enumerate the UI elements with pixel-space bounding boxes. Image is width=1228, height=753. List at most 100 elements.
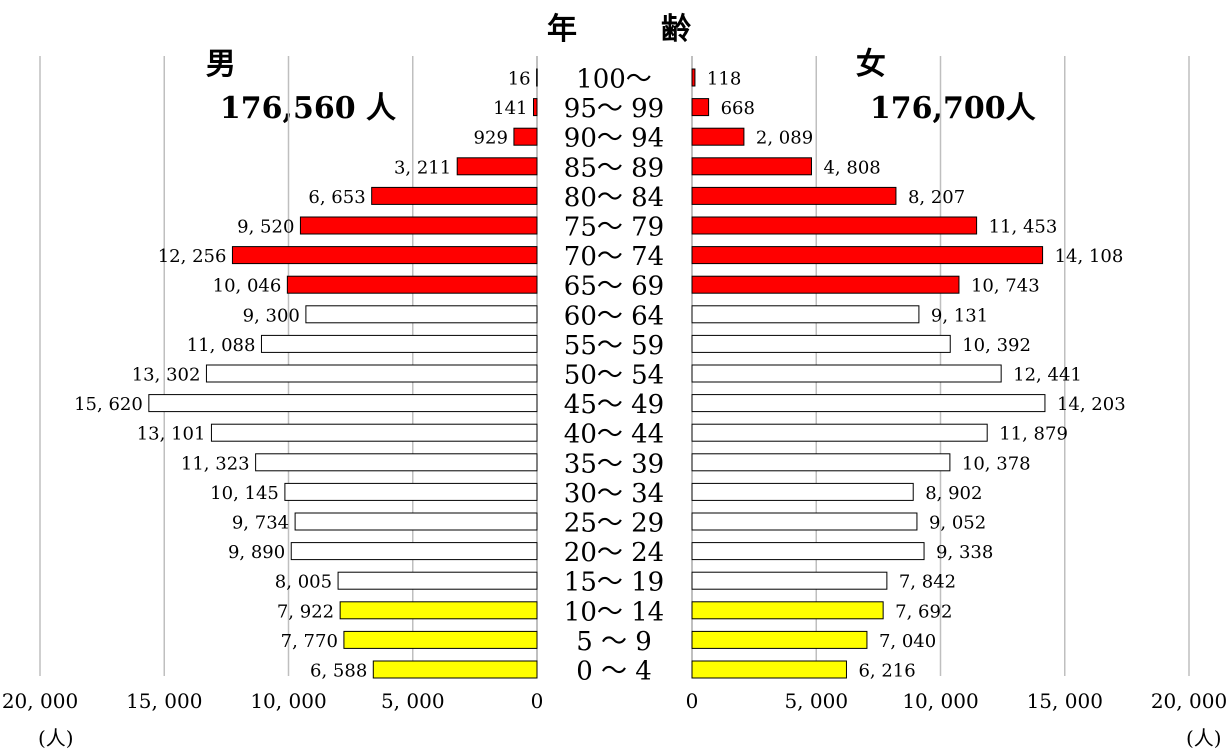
female-bar-14 <box>691 482 914 501</box>
unit-label-right: (人) <box>1186 726 1222 750</box>
male-bar-16 <box>290 542 538 561</box>
age-label-5: 75～ 79 <box>564 213 664 243</box>
female-value-label-17: 7, 842 <box>899 572 956 593</box>
female-bar-16 <box>691 542 925 561</box>
age-label-13: 35～ 39 <box>564 449 664 479</box>
male-value-label-10: 13, 302 <box>132 365 201 386</box>
male-value-label-8: 9, 300 <box>243 305 300 326</box>
age-label-10: 50～ 54 <box>564 361 664 391</box>
female-bar-18 <box>691 601 884 620</box>
male-label: 男 <box>205 47 236 82</box>
female-label: 女 <box>855 47 886 82</box>
age-label-4: 80～ 84 <box>564 183 664 213</box>
female-bar-20 <box>691 660 847 679</box>
male-value-label-11: 15, 620 <box>74 394 143 415</box>
age-label-9: 55～ 59 <box>564 331 664 361</box>
female-value-label-9: 10, 392 <box>962 335 1031 356</box>
x-tick-left-3: 15, 000 <box>126 689 202 713</box>
male-value-label-17: 8, 005 <box>275 572 332 593</box>
male-bar-19 <box>343 630 538 649</box>
male-value-label-3: 3, 211 <box>394 157 451 178</box>
male-total: 176,560 人 <box>219 91 397 126</box>
female-value-label-14: 8, 902 <box>925 483 982 504</box>
female-value-label-16: 9, 338 <box>936 542 993 563</box>
age-label-12: 40～ 44 <box>564 420 664 450</box>
female-bar-1 <box>691 98 710 117</box>
male-header: 男 176,560 人 <box>185 4 396 127</box>
female-value-label-7: 10, 743 <box>971 276 1040 297</box>
age-label-7: 65～ 69 <box>564 272 664 302</box>
male-value-label-13: 11, 323 <box>181 453 250 474</box>
male-value-label-12: 13, 101 <box>137 424 206 445</box>
female-bar-8 <box>691 305 920 324</box>
age-label-1: 95～ 99 <box>564 94 664 124</box>
x-tick-right-0: 0 <box>686 689 699 713</box>
male-bar-4 <box>371 186 538 205</box>
male-bar-1 <box>532 98 538 117</box>
female-value-label-2: 2, 089 <box>756 128 813 149</box>
male-value-label-16: 9, 890 <box>228 542 285 563</box>
male-value-label-14: 10, 145 <box>210 483 279 504</box>
female-value-label-13: 10, 378 <box>962 453 1031 474</box>
male-value-label-1: 141 <box>493 98 527 119</box>
male-bar-6 <box>231 246 538 265</box>
male-bar-3 <box>456 157 538 176</box>
male-bar-14 <box>284 482 538 501</box>
male-value-label-18: 7, 922 <box>277 601 334 622</box>
female-bar-7 <box>691 275 960 294</box>
female-bar-4 <box>691 186 897 205</box>
x-tick-right-4: 20, 000 <box>1151 689 1227 713</box>
female-bar-17 <box>691 571 888 590</box>
female-value-label-11: 14, 203 <box>1057 394 1126 415</box>
female-value-label-10: 12, 441 <box>1013 365 1082 386</box>
age-label-8: 60～ 64 <box>564 301 664 331</box>
male-bar-7 <box>286 275 538 294</box>
age-header-1: 年 <box>547 12 577 47</box>
age-label-15: 25～ 29 <box>564 509 664 539</box>
female-value-label-5: 11, 453 <box>989 217 1058 238</box>
male-bar-12 <box>210 423 538 442</box>
unit-label-left: (人) <box>38 726 74 750</box>
female-bar-19 <box>691 630 868 649</box>
female-bar-13 <box>691 453 951 472</box>
female-value-label-19: 7, 040 <box>879 631 936 652</box>
female-bar-9 <box>691 334 951 353</box>
female-value-label-12: 11, 879 <box>999 424 1068 445</box>
female-bar-3 <box>691 157 812 176</box>
female-value-label-6: 14, 108 <box>1055 246 1124 267</box>
age-label-3: 85～ 89 <box>564 153 664 183</box>
male-bar-8 <box>305 305 538 324</box>
x-tick-left-4: 20, 000 <box>2 689 78 713</box>
age-label-19: 5 ～ 9 <box>576 627 652 657</box>
age-label-6: 70～ 74 <box>564 242 664 272</box>
female-value-label-1: 668 <box>721 98 755 119</box>
age-label-18: 10～ 14 <box>564 597 664 627</box>
male-bar-20 <box>372 660 538 679</box>
female-value-label-4: 8, 207 <box>908 187 965 208</box>
female-bar-2 <box>691 127 745 146</box>
male-bar-0 <box>536 68 538 87</box>
female-bar-6 <box>691 246 1044 265</box>
female-bar-10 <box>691 364 1002 383</box>
female-value-label-0: 118 <box>707 69 741 90</box>
x-tick-left-0: 0 <box>531 689 544 713</box>
female-bar-12 <box>691 423 988 442</box>
age-label-16: 20～ 24 <box>564 538 664 568</box>
x-tick-left-2: 10, 000 <box>250 689 326 713</box>
male-bar-15 <box>294 512 538 531</box>
female-value-label-3: 4, 808 <box>823 157 880 178</box>
male-value-label-0: 16 <box>508 69 531 90</box>
male-bar-13 <box>255 453 538 472</box>
male-bar-11 <box>148 394 538 413</box>
female-bar-5 <box>691 216 978 235</box>
male-value-label-9: 11, 088 <box>187 335 256 356</box>
male-bar-10 <box>205 364 538 383</box>
male-bar-18 <box>339 601 538 620</box>
female-value-label-18: 7, 692 <box>895 601 952 622</box>
age-label-11: 45～ 49 <box>564 390 664 420</box>
male-bar-9 <box>260 334 538 353</box>
male-value-label-7: 10, 046 <box>213 276 282 297</box>
female-bar-15 <box>691 512 918 531</box>
female-value-label-15: 9, 052 <box>929 513 986 534</box>
